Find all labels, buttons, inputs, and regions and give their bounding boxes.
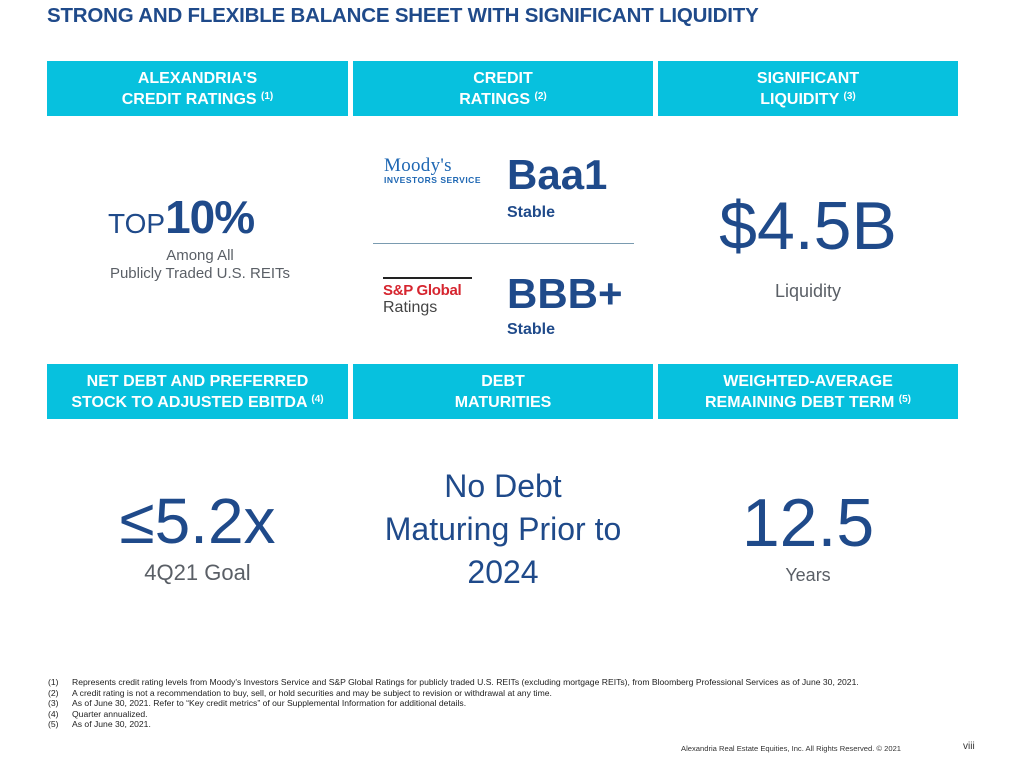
moodys-logo-sub: INVESTORS SERVICE <box>384 175 481 185</box>
footnote-number: (3) <box>48 698 59 709</box>
page-title: STRONG AND FLEXIBLE BALANCE SHEET WITH S… <box>47 4 759 27</box>
debt-maturities-statement: No Debt Maturing Prior to 2024 <box>353 465 653 594</box>
net-debt-ratio-value: ≤5.2x <box>119 485 276 557</box>
header-line2: LIQUIDITY <box>760 90 840 108</box>
footnote-item: (2) A credit rating is not a recommendati… <box>48 688 859 699</box>
sp-global-logo: S&P Global Ratings <box>383 277 472 317</box>
sp-rating: BBB+ <box>507 270 623 317</box>
header-credit-ratings: CREDIT RATINGS (2) <box>353 61 653 116</box>
footnote-ref: (1) <box>261 90 274 102</box>
moodys-outlook: Stable <box>507 204 556 221</box>
copyright: Alexandria Real Estate Equities, Inc. Al… <box>681 744 902 753</box>
footnote-text: As of June 30, 2021. <box>72 719 151 730</box>
header-weighted-average-debt-term: WEIGHTED-AVERAGE REMAINING DEBT TERM (5) <box>658 364 958 419</box>
footnote-number: (4) <box>48 708 59 719</box>
footnote-number: (2) <box>48 687 59 698</box>
moodys-rating: Baa1 <box>507 151 608 198</box>
top-10-subtitle: Among All Publicly Traded U.S. REITs <box>100 247 300 283</box>
footnote-number: (5) <box>48 719 59 730</box>
header-line1: ALEXANDRIA'S <box>137 69 258 87</box>
footnote-ref: (5) <box>898 393 911 405</box>
footnotes: (1) Represents credit rating levels from … <box>48 677 859 730</box>
footnote-text: Represents credit rating levels from Moo… <box>72 677 859 687</box>
footnote-item: (4) Quarter annualized. <box>48 709 859 720</box>
header-line2: REMAINING DEBT TERM <box>704 393 895 411</box>
footnote-item: (1) Represents credit rating levels from … <box>48 677 859 688</box>
header-significant-liquidity: SIGNIFICANT LIQUIDITY (3) <box>658 61 958 116</box>
footnote-ref: (2) <box>534 90 547 102</box>
header-line2: CREDIT RATINGS <box>121 90 257 108</box>
footnote-item: (3) As of June 30, 2021. Refer to “Key cr… <box>48 698 859 709</box>
header-line2: MATURITIES <box>454 393 552 411</box>
header-line1: NET DEBT AND PREFERRED <box>86 372 309 390</box>
footnote-ref: (4) <box>311 393 324 405</box>
footnote-item: (5) As of June 30, 2021. <box>48 719 859 730</box>
page-number: viii <box>963 741 975 752</box>
header-alexandria-credit-ratings: ALEXANDRIA'S CREDIT RATINGS (1) <box>47 61 348 116</box>
top-value: 10% <box>165 191 255 243</box>
net-debt-ratio-label: 4Q21 Goal <box>144 560 251 585</box>
sp-logo-name: S&P Global <box>383 282 462 299</box>
sp-logo-bar <box>383 277 472 279</box>
statement-line3: 2024 <box>467 554 539 590</box>
header-net-debt-ebitda: NET DEBT AND PREFERRED STOCK TO ADJUSTED… <box>47 364 348 419</box>
moodys-logo: Moody's INVESTORS SERVICE <box>384 155 481 185</box>
subtitle-line2: Publicly Traded U.S. REITs <box>109 265 291 282</box>
footnote-text: Quarter annualized. <box>72 708 148 719</box>
liquidity-label: Liquidity <box>774 281 842 301</box>
header-line1: CREDIT <box>473 69 533 87</box>
footnote-text: A credit rating is not a recommendation … <box>72 687 552 698</box>
header-line1: DEBT <box>481 372 525 390</box>
statement-line1: No Debt <box>444 468 562 504</box>
footnote-ref: (3) <box>843 90 856 102</box>
header-line2: RATINGS <box>459 90 531 108</box>
sp-outlook: Stable <box>507 321 556 338</box>
header-line2: STOCK TO ADJUSTED EBITDA <box>71 393 307 411</box>
header-debt-maturities: DEBT MATURITIES <box>353 364 653 419</box>
footnote-number: (1) <box>48 677 59 687</box>
footnote-text: As of June 30, 2021. Refer to “Key credi… <box>72 698 467 709</box>
moodys-logo-name: Moody's <box>384 155 452 176</box>
liquidity-value: $4.5B <box>719 188 897 264</box>
statement-line2: Maturing Prior to <box>384 511 622 547</box>
top-10-percent-stat: TOP10% <box>108 190 255 244</box>
header-line1: WEIGHTED-AVERAGE <box>723 372 893 390</box>
sp-logo-sub: Ratings <box>383 299 438 316</box>
header-line1: SIGNIFICANT <box>756 69 860 87</box>
ratings-divider <box>373 243 634 244</box>
debt-term-label: Years <box>785 565 831 585</box>
top-prefix: TOP <box>108 208 166 239</box>
subtitle-line1: Among All <box>166 247 234 264</box>
debt-term-value: 12.5 <box>741 485 875 561</box>
